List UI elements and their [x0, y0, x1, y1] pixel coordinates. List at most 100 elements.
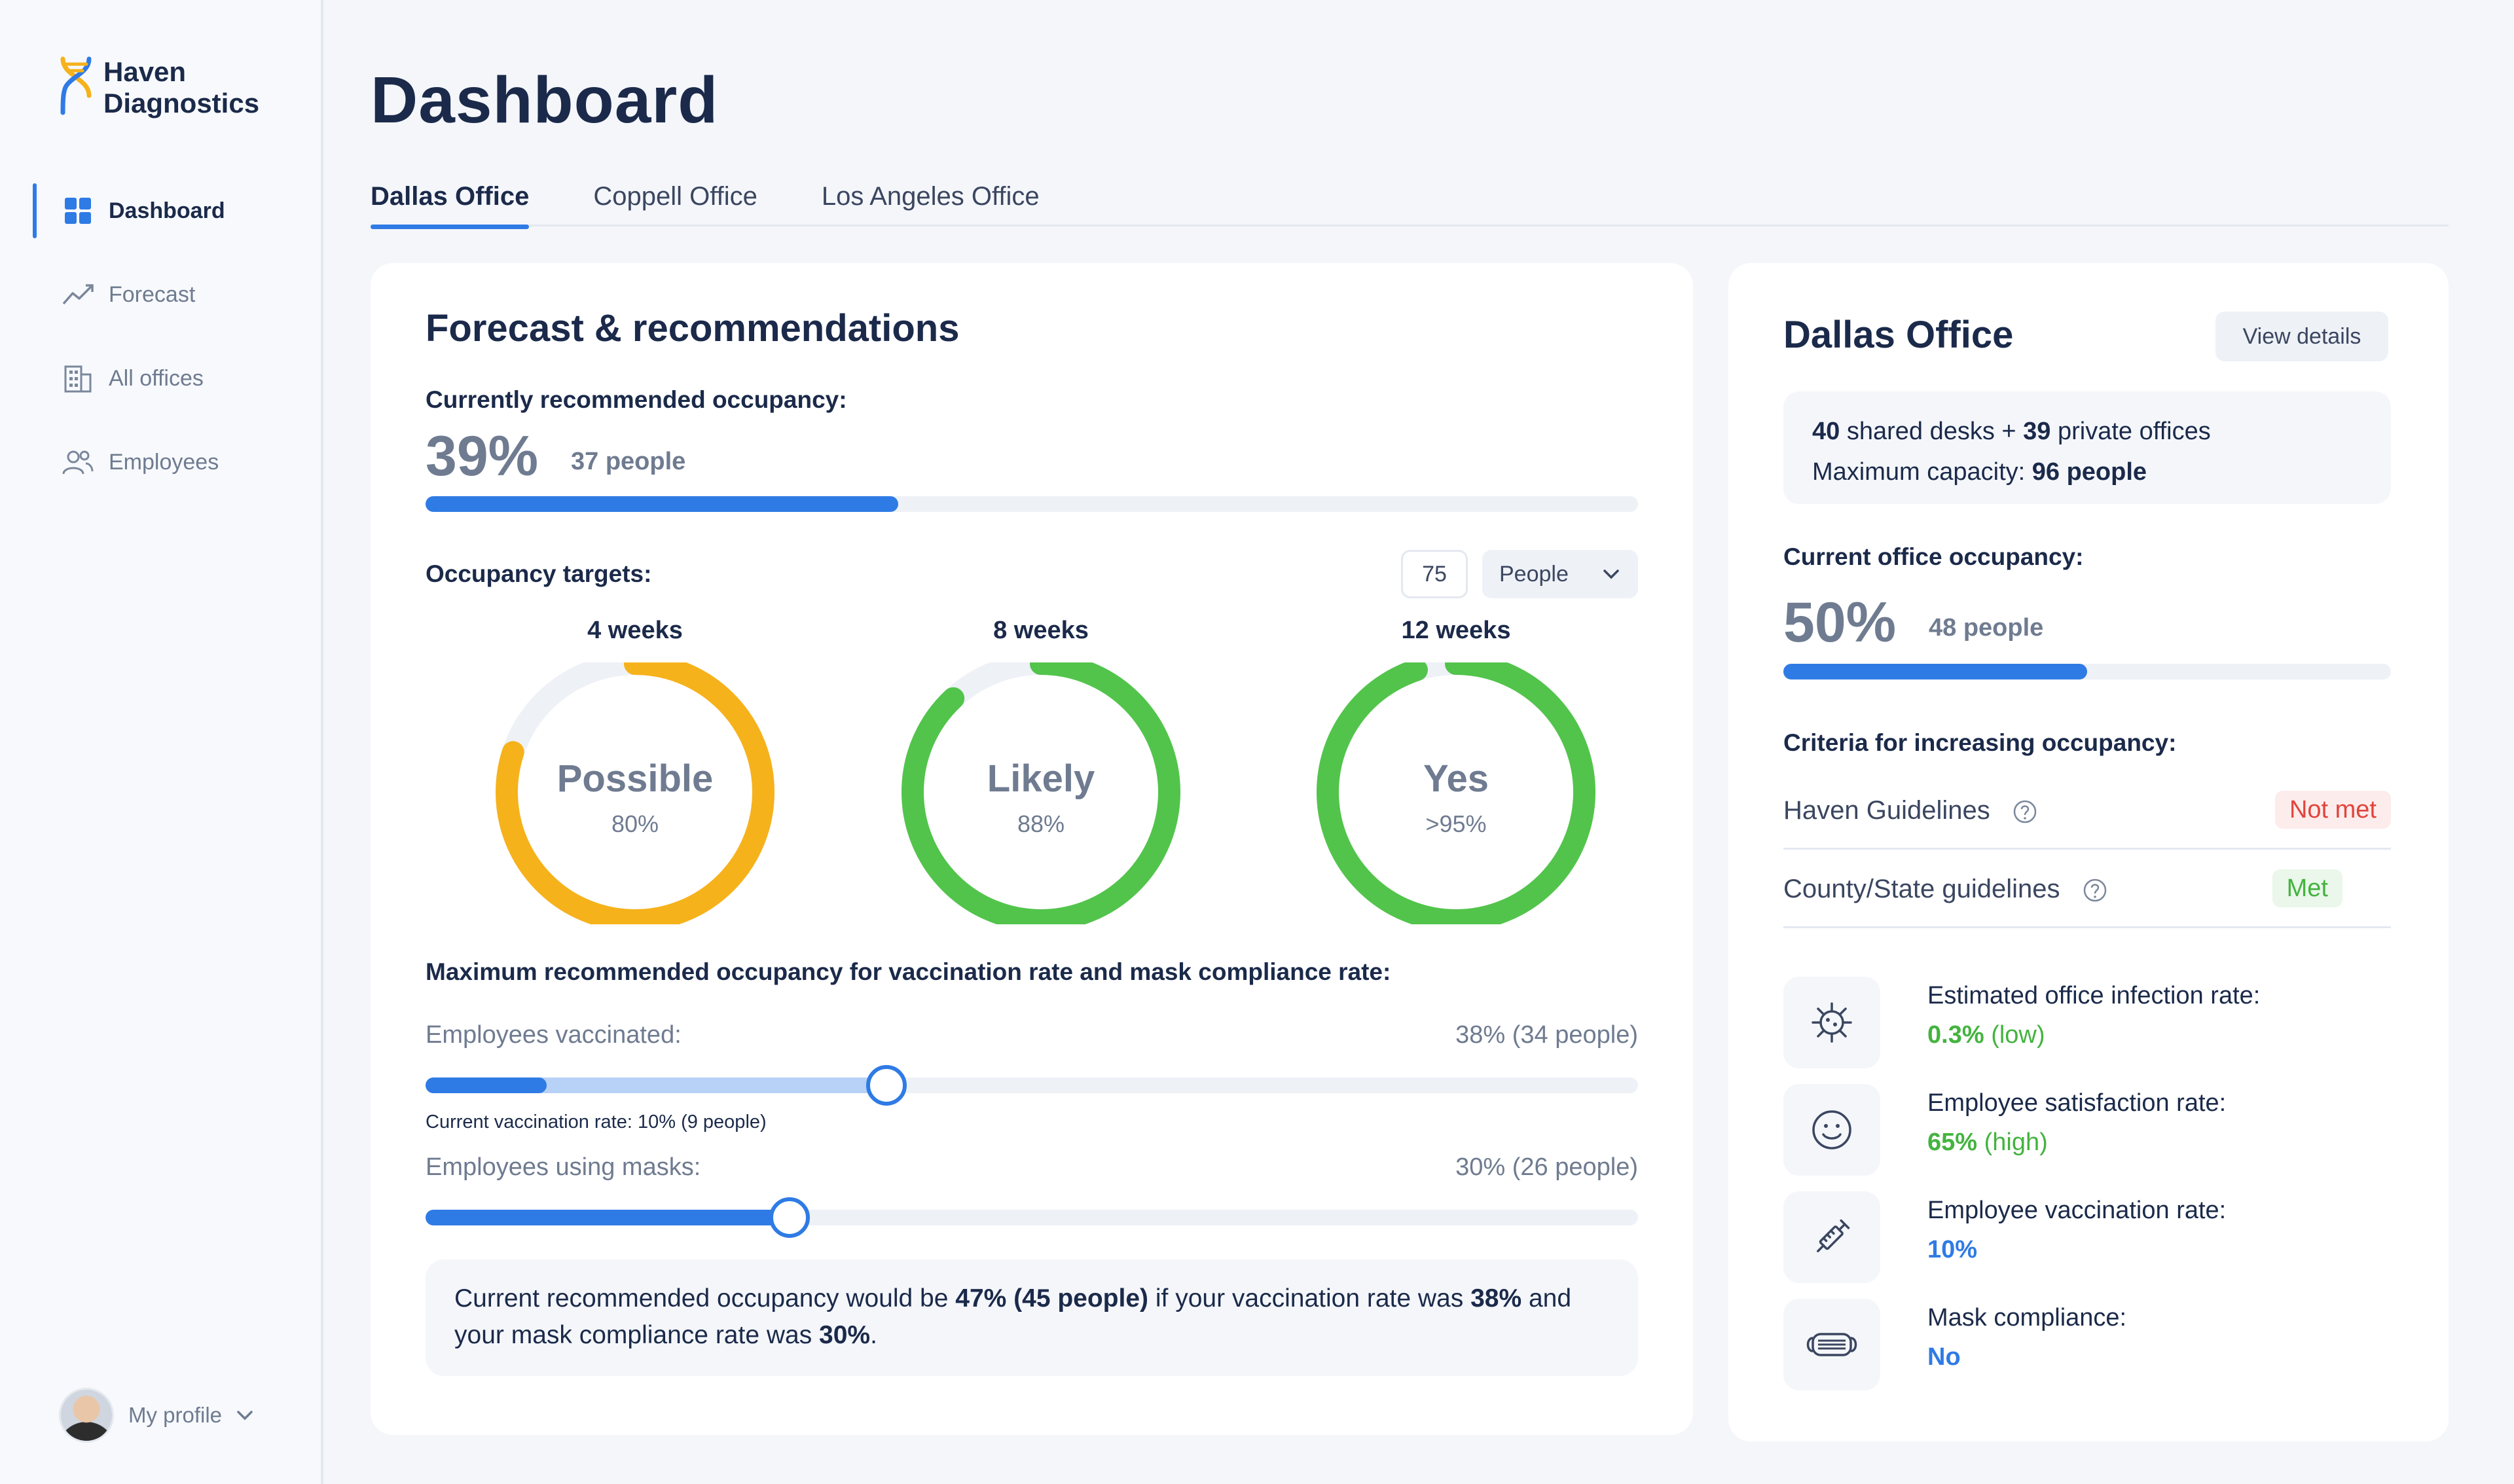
sidebar-item-label: Dashboard: [109, 198, 225, 223]
ring-percent: 80%: [611, 810, 659, 837]
people-icon: [62, 446, 94, 479]
status-badge: Not met: [2274, 791, 2391, 829]
masks-slider[interactable]: [426, 1197, 1638, 1238]
profile-label: My profile: [128, 1403, 223, 1427]
target-unit-select[interactable]: People: [1482, 550, 1638, 598]
metric-value: 0.3% (low): [1927, 1021, 2045, 1049]
target-value-input[interactable]: 75: [1401, 550, 1468, 598]
vaccinated-slider-thumb[interactable]: [865, 1065, 907, 1106]
ring-4-weeks: 4 weeks Possible 80%: [491, 617, 779, 931]
current-occupancy-bar: [426, 496, 1638, 512]
brand-name: Haven Diagnostics: [103, 56, 260, 118]
metric-value: 10%: [1927, 1236, 1978, 1263]
ring-title: 4 weeks: [587, 617, 683, 644]
target-unit-label: People: [1499, 561, 1569, 587]
ring-progress-arc: [902, 662, 1180, 924]
ring-8-weeks: 8 weeks Likely 88%: [897, 617, 1185, 931]
metric-label: Employee satisfaction rate:: [1927, 1089, 2227, 1117]
max-occupancy-label: Maximum recommended occupancy for vaccin…: [426, 958, 1391, 985]
ring-word: Likely: [987, 757, 1095, 800]
forecast-title: Forecast & recommendations: [426, 307, 960, 350]
ring-12-weeks: 12 weeks Yes >95%: [1312, 617, 1600, 931]
office-occupancy-bar: [1783, 664, 2391, 679]
help-circle-icon[interactable]: [2082, 877, 2108, 903]
criteria-name: Haven Guidelines: [1783, 796, 2038, 825]
view-details-button[interactable]: View details: [2215, 312, 2388, 361]
metric-satisfaction-rate: Employee satisfaction rate: 65% (high): [1783, 1084, 2391, 1176]
office-title: Dallas Office: [1783, 314, 2014, 356]
masks-slider-thumb[interactable]: [769, 1197, 810, 1238]
current-occupancy-bar-fill: [426, 496, 899, 512]
brand-logo[interactable]: Haven Diagnostics: [58, 56, 259, 119]
ring-progress-arc: [1317, 662, 1595, 924]
ring-percent: >95%: [1425, 810, 1487, 837]
ring-chart: [902, 662, 1180, 924]
ring-progress-arc: [496, 662, 774, 924]
sidebar-item-employees[interactable]: Employees: [0, 432, 321, 492]
metric-vaccination-rate: Employee vaccination rate: 10%: [1783, 1191, 2391, 1283]
current-office-occupancy-people: 48 people: [1929, 614, 2044, 642]
criteria-row-county-state: County/State guidelines Met: [1783, 850, 2391, 928]
building-icon: [62, 362, 94, 395]
masks-label: Employees using masks:: [426, 1153, 701, 1181]
grid-icon: [62, 194, 94, 227]
vaccinated-label: Employees vaccinated:: [426, 1021, 682, 1049]
current-vaccination-note: Current vaccination rate: 10% (9 people): [426, 1112, 767, 1132]
office-capacity-box: 40 shared desks + 39 private offices Max…: [1783, 391, 2391, 504]
help-circle-icon[interactable]: [2012, 799, 2038, 825]
vaccinated-slider[interactable]: [426, 1065, 1638, 1106]
office-capacity-line: Maximum capacity: 96 people: [1812, 458, 2147, 486]
ring-chart: [1317, 662, 1595, 924]
avatar: [59, 1388, 114, 1443]
sidebar-item-label: Employees: [109, 449, 219, 475]
smiley-icon: [1783, 1084, 1880, 1176]
current-occupancy-percent: 39%: [426, 425, 539, 488]
metric-label: Estimated office infection rate:: [1927, 982, 2261, 1009]
ring-word: Possible: [556, 757, 714, 800]
masks-slider-fill: [426, 1210, 790, 1225]
metric-value: No: [1927, 1343, 1961, 1371]
dna-logo-icon: [60, 56, 92, 115]
current-occupancy-label: Currently recommended occupancy:: [426, 386, 847, 413]
metric-label: Mask compliance:: [1927, 1304, 2127, 1331]
sidebar-nav: Dashboard Forecast All offi: [0, 181, 321, 516]
ring-title: 12 weeks: [1401, 617, 1511, 644]
ring-title: 8 weeks: [993, 617, 1089, 644]
trend-icon: [62, 278, 94, 311]
tab-los-angeles-office[interactable]: Los Angeles Office: [821, 182, 1040, 211]
current-office-occupancy-percent: 50%: [1783, 591, 1897, 654]
criteria-row-haven: Haven Guidelines Not met: [1783, 771, 2391, 850]
sidebar-item-label: Forecast: [109, 281, 196, 307]
sidebar: Haven Diagnostics Dashboard: [0, 0, 323, 1484]
sidebar-item-dashboard[interactable]: Dashboard: [0, 181, 321, 241]
ring-chart: [496, 662, 774, 924]
current-occupancy-people: 37 people: [571, 448, 686, 475]
criteria-name: County/State guidelines: [1783, 875, 2108, 904]
chevron-down-icon: [237, 1411, 253, 1421]
tab-dallas-office[interactable]: Dallas Office: [371, 182, 530, 229]
mask-icon: [1783, 1299, 1880, 1390]
metric-mask-compliance: Mask compliance: No: [1783, 1299, 2391, 1390]
office-occupancy-bar-fill: [1783, 664, 2087, 679]
forecast-card: Forecast & recommendations Currently rec…: [371, 263, 1693, 1435]
sidebar-item-label: All offices: [109, 365, 204, 391]
sidebar-item-forecast[interactable]: Forecast: [0, 264, 321, 325]
vaccinated-value: 38% (34 people): [1455, 1021, 1638, 1049]
syringe-icon: [1783, 1191, 1880, 1283]
metric-label: Employee vaccination rate:: [1927, 1197, 2227, 1224]
office-summary-card: Dallas Office View details 40 shared des…: [1728, 263, 2449, 1441]
virus-icon: [1783, 977, 1880, 1068]
metric-infection-rate: Estimated office infection rate: 0.3% (l…: [1783, 977, 2391, 1068]
office-tabs: Dallas Office Coppell Office Los Angeles…: [371, 182, 2449, 229]
profile-menu[interactable]: My profile: [59, 1388, 255, 1443]
ring-percent: 88%: [1017, 810, 1065, 837]
page-title: Dashboard: [371, 63, 719, 137]
masks-value: 30% (26 people): [1455, 1153, 1638, 1181]
chevron-down-icon: [1603, 570, 1619, 579]
sidebar-item-all-offices[interactable]: All offices: [0, 348, 321, 408]
ring-word: Yes: [1423, 757, 1489, 800]
occupancy-targets-label: Occupancy targets:: [426, 560, 652, 587]
metric-value: 65% (high): [1927, 1129, 2048, 1156]
tab-coppell-office[interactable]: Coppell Office: [593, 182, 757, 211]
office-desks-line: 40 shared desks + 39 private offices: [1812, 418, 2211, 445]
